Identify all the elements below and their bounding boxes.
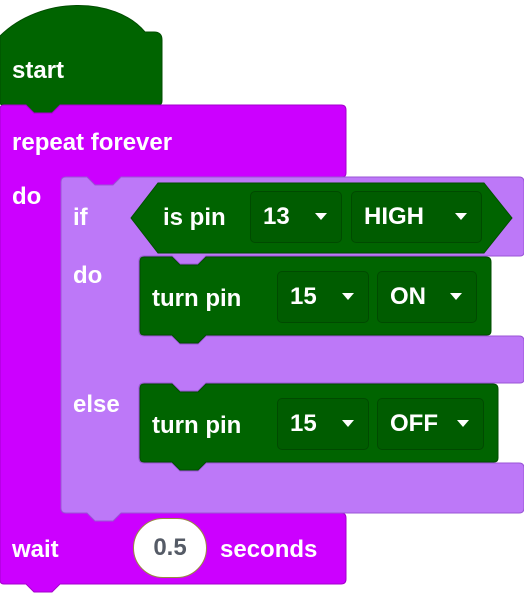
wait-label: wait [12,536,59,563]
repeat-do-label: do [12,183,42,210]
else-label: else [73,391,120,418]
start-block[interactable] [0,5,163,114]
condition-state-dropdown[interactable]: HIGH [351,191,482,243]
else-state-dropdown[interactable]: OFF [377,398,484,450]
chevron-down-icon [455,213,467,220]
condition-pin-value: 13 [263,203,290,230]
chevron-down-icon [342,293,354,300]
chevron-down-icon [342,420,354,427]
start-label: start [12,57,65,84]
wait-seconds-input[interactable]: 0.5 [133,518,207,578]
else-state-value: OFF [390,410,438,437]
then-state-value: ON [390,283,426,310]
condition-state-value: HIGH [364,203,424,230]
chevron-down-icon [315,213,327,220]
chevron-down-icon [450,293,462,300]
condition-pin-dropdown[interactable]: 13 [250,191,342,243]
turn-pin-off-label: turn pin [152,412,242,439]
then-pin-dropdown[interactable]: 15 [277,271,369,323]
if-label: if [73,204,88,231]
else-pin-value: 15 [290,410,317,437]
chevron-down-icon [457,420,469,427]
turn-pin-on-label: turn pin [152,285,242,312]
if-do-label: do [73,262,103,289]
repeat-forever-label: repeat forever [12,129,173,156]
then-state-dropdown[interactable]: ON [377,271,477,323]
else-pin-dropdown[interactable]: 15 [277,398,369,450]
is-pin-label: is pin [163,204,226,231]
then-pin-value: 15 [290,283,317,310]
wait-seconds-value: 0.5 [153,534,187,561]
if-else-block[interactable] [60,176,524,522]
seconds-label: seconds [220,536,318,563]
